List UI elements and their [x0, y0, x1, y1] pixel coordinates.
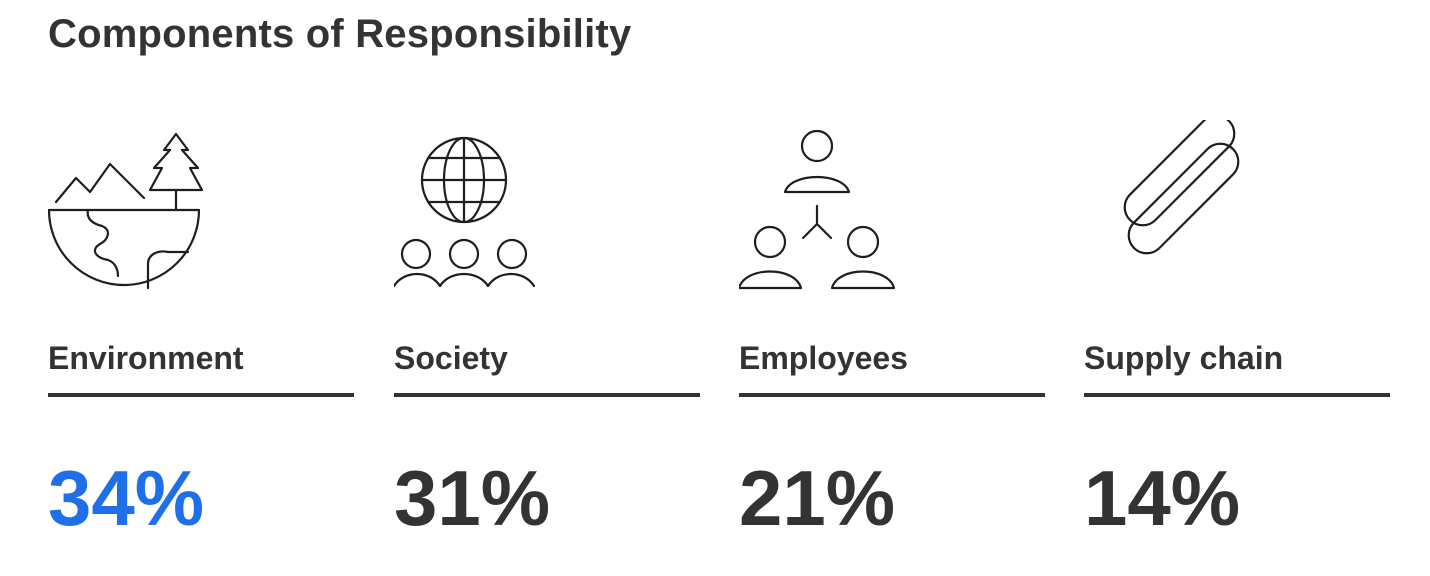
category-label: Supply chain — [1084, 340, 1284, 376]
component-society: Society 31% — [394, 0, 700, 576]
divider — [1084, 393, 1390, 397]
component-employees: Employees 21% — [739, 0, 1045, 576]
component-environment: Environment 34% — [48, 0, 354, 576]
category-label: Environment — [48, 340, 244, 376]
category-label: Society — [394, 340, 508, 376]
value-label: 21% — [739, 454, 896, 542]
chain-link-icon — [1084, 120, 1254, 300]
component-supply-chain: Supply chain 14% — [1084, 0, 1390, 576]
page-title: Components of Responsibility — [48, 12, 632, 56]
category-label: Employees — [739, 340, 908, 376]
team-hierarchy-icon — [739, 120, 909, 300]
divider — [48, 393, 354, 397]
value-label: 31% — [394, 454, 551, 542]
landscape-icon — [48, 120, 218, 300]
value-label: 34% — [48, 454, 205, 542]
globe-community-icon — [394, 120, 564, 300]
divider — [394, 393, 700, 397]
value-label: 14% — [1084, 454, 1241, 542]
divider — [739, 393, 1045, 397]
